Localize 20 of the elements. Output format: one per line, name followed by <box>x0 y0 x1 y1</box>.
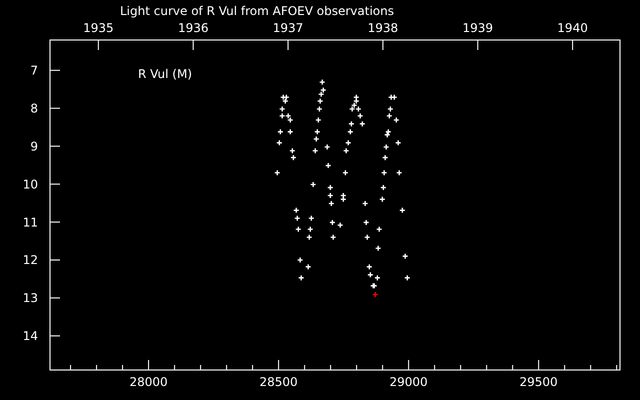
annotation: R Vul (M) <box>138 67 192 81</box>
x-tick-label: 28500 <box>259 375 298 389</box>
x-tick-label: 29000 <box>389 375 428 389</box>
x2-tick-label: 1937 <box>272 21 304 35</box>
y-tick-label: 8 <box>30 101 38 116</box>
y-tick-label: 9 <box>30 139 38 154</box>
x2-tick-label: 1935 <box>83 21 114 35</box>
x-tick-label: 29500 <box>520 375 558 389</box>
chart-title: Light curve of R Vul from AFOEV observations <box>120 4 394 18</box>
y-tick-label: 13 <box>22 291 38 306</box>
x2-tick-label: 1938 <box>368 21 398 35</box>
y-tick-label: 11 <box>22 215 38 230</box>
y-tick-label: 12 <box>22 253 38 268</box>
y-tick-label: 10 <box>22 177 38 192</box>
y-tick-label: 14 <box>22 329 38 344</box>
x-tick-label: 28000 <box>129 375 168 389</box>
x2-tick-label: 1940 <box>557 21 588 35</box>
x2-tick-label: 1936 <box>178 21 208 35</box>
y-tick-label: 7 <box>30 64 38 78</box>
x2-tick-label: 1939 <box>462 21 494 35</box>
